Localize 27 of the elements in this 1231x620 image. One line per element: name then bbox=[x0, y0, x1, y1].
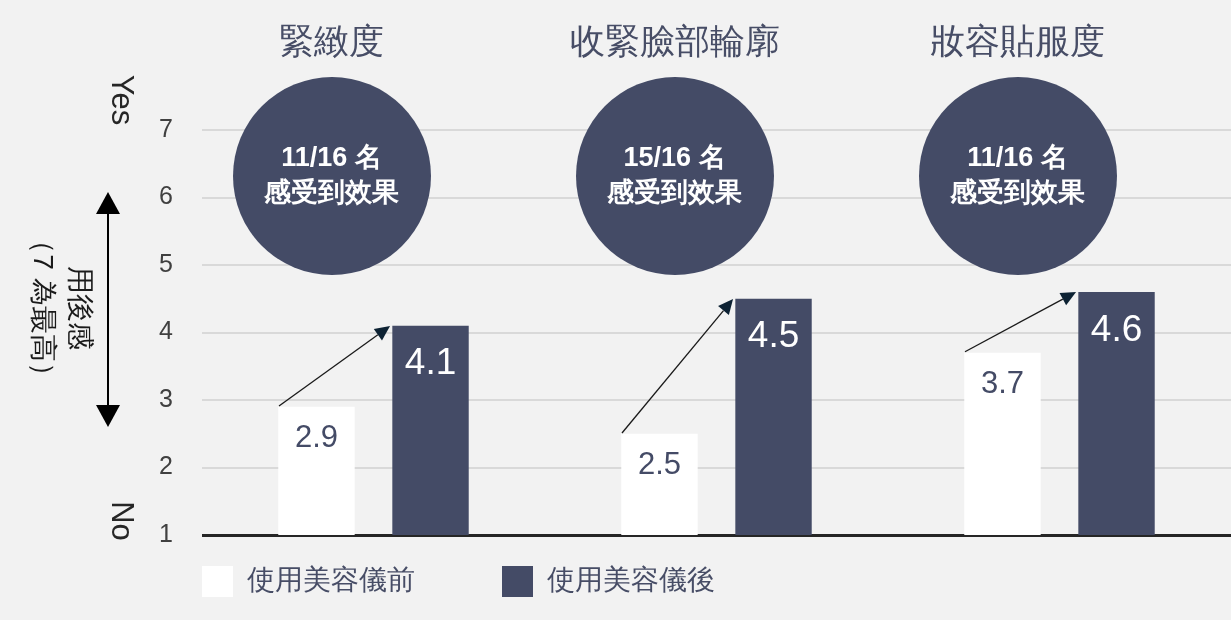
y-tick-label: 2 bbox=[159, 451, 173, 480]
y-tick-label: 4 bbox=[159, 316, 174, 345]
data-label: 3.7 bbox=[980, 364, 1025, 400]
y-tick-label: 6 bbox=[159, 181, 173, 210]
x-tick-label: 收緊臉部輪廓 bbox=[569, 20, 780, 60]
annotation: 感受到效果 bbox=[264, 176, 399, 208]
y-axis-title: 用後感（7 為最高） bbox=[27, 226, 97, 390]
annotation: 15/16 名 bbox=[623, 141, 726, 173]
x-tick-label: 妝容貼服度 bbox=[930, 20, 1105, 60]
y-tick-label: 1 bbox=[159, 518, 173, 547]
text: Yes bbox=[105, 74, 140, 126]
data-label: 4.1 bbox=[404, 341, 457, 383]
data-label: 2.9 bbox=[294, 418, 339, 454]
annotation: 11/16 名 bbox=[967, 141, 1068, 173]
y-tick-label: 7 bbox=[159, 113, 173, 142]
annotation: 11/16 名 bbox=[281, 141, 382, 173]
annotation: 感受到效果 bbox=[950, 176, 1085, 208]
annotation: 感受到效果 bbox=[607, 176, 742, 208]
y-tick-label: 5 bbox=[159, 248, 173, 277]
data-label: 2.5 bbox=[637, 445, 682, 481]
legend-label: 使用美容儀後 bbox=[547, 564, 715, 596]
data-label: 4.6 bbox=[1090, 307, 1143, 349]
data-label: 4.5 bbox=[747, 314, 800, 356]
text: No bbox=[105, 501, 140, 541]
y-tick-label: 3 bbox=[159, 383, 173, 412]
legend-label: 使用美容儀前 bbox=[247, 564, 415, 596]
x-tick-label: 緊緻度 bbox=[279, 20, 384, 60]
